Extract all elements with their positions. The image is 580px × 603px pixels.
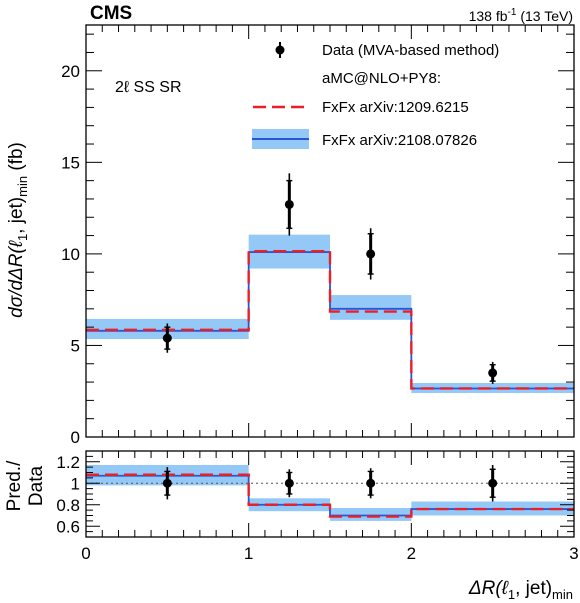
luminosity-label: 138 fb-1 (13 TeV) (469, 7, 573, 24)
data-points (162, 173, 498, 384)
x-axis-title: ΔR(ℓ1, jet)min (468, 578, 573, 602)
data-point (162, 333, 172, 343)
data-point (488, 478, 498, 488)
ratio-y-tick-label: 1.2 (56, 453, 80, 472)
data-point (284, 199, 294, 209)
y-tick-label: 15 (61, 153, 80, 172)
experiment-label: CMS (90, 3, 132, 24)
legend-generator-label: aMC@NLO+PY8: (322, 70, 441, 87)
series-fxfx-1209-line (86, 473, 574, 518)
data-point (488, 368, 498, 378)
y-tick-label: 0 (71, 428, 80, 447)
region-label: 2ℓ SS SR (115, 79, 182, 96)
ratio-panel-frame (85, 450, 575, 538)
legend-series1-label: FxFx arXiv:1209.6215 (322, 99, 469, 116)
uncertainty-band-bin (330, 507, 412, 521)
legend-data-label: Data (MVA-based method) (322, 42, 499, 59)
data-point (162, 478, 172, 488)
legend: Data (MVA-based method) aMC@NLO+PY8: FxF… (252, 42, 499, 149)
ratio-y-title-line2: Data (26, 466, 47, 507)
data-point (366, 478, 376, 488)
prediction-histograms (86, 249, 574, 390)
x-tick-label: 0 (81, 544, 90, 563)
ratio-y-tick-label: 0.6 (56, 517, 80, 536)
main-panel-ticks: 0 5 10 15 20 (61, 25, 575, 447)
svg-text:dσ/dΔR(ℓ1, jet)min (fb): dσ/dΔR(ℓ1, jet)min (fb) (6, 142, 30, 318)
y-tick-label: 10 (61, 245, 80, 264)
legend-series2-label: FxFx arXiv:2108.07826 (322, 132, 477, 149)
y-tick-label: 5 (71, 336, 80, 355)
x-axis-ticks: 0 1 2 3 (81, 451, 579, 563)
ratio-y-tick-label: 1 (71, 474, 80, 493)
uncertainty-band-bin (330, 295, 412, 320)
x-tick-label: 2 (407, 544, 416, 563)
ratio-histograms (86, 473, 574, 518)
x-tick-label: 3 (569, 544, 578, 563)
data-point (284, 478, 294, 488)
ratio-y-title-line1: Pred./ (4, 460, 25, 511)
x-tick-label: 1 (244, 544, 253, 563)
data-point (366, 249, 376, 259)
ratio-y-tick-label: 0.8 (56, 496, 80, 515)
legend-data-marker (275, 45, 285, 55)
y-tick-label: 20 (61, 62, 80, 81)
ratio-data-points (162, 464, 498, 502)
series-fxfx-1209-line (86, 249, 574, 390)
ratio-panel-ticks: 0.6 0.8 1 1.2 (56, 450, 574, 538)
main-y-axis-title: dσ/dΔR(ℓ1, jet)min (fb) (6, 142, 30, 318)
